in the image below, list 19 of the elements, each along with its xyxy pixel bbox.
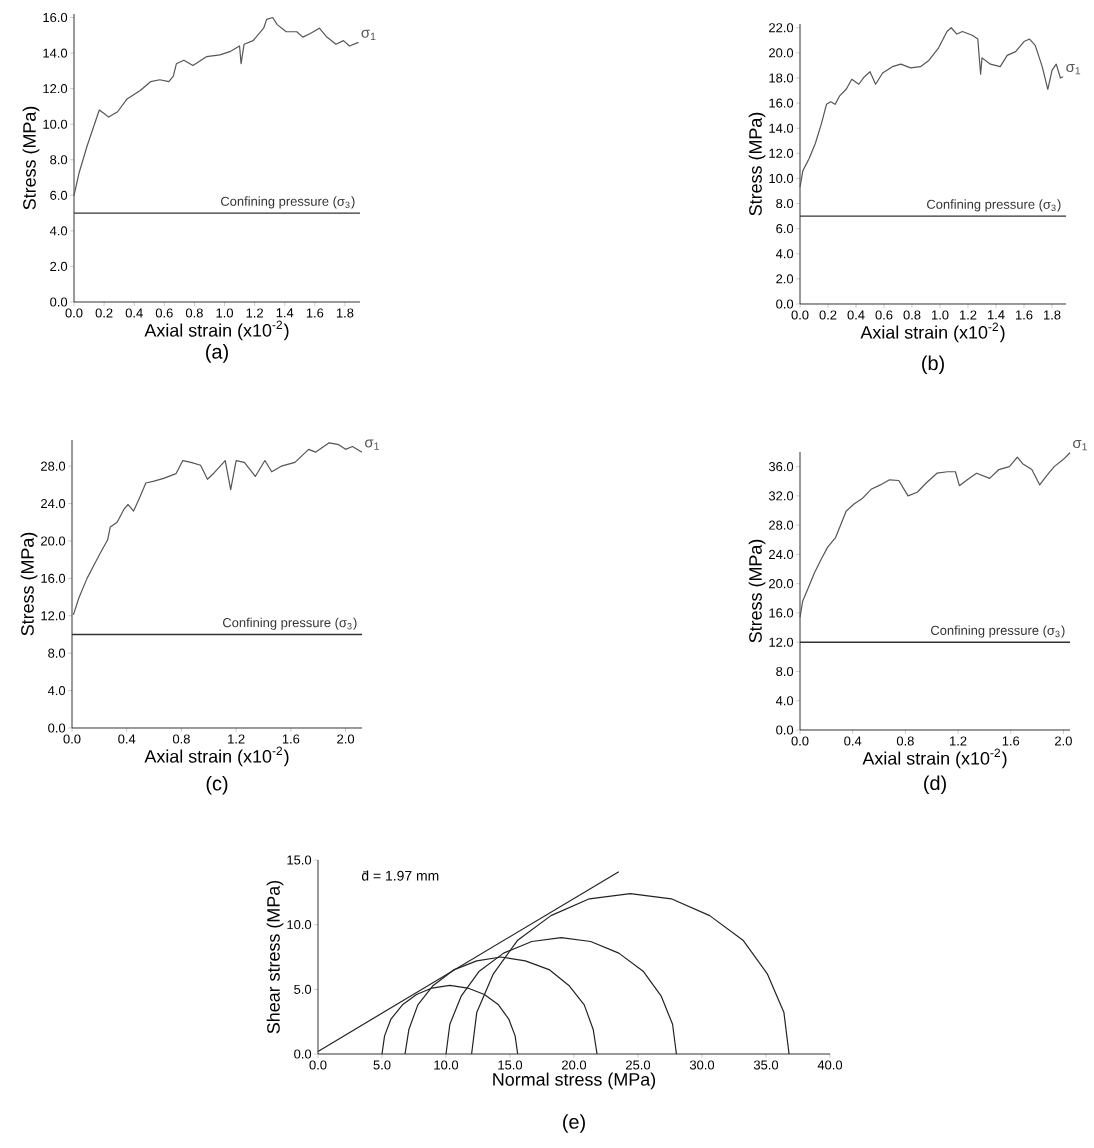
line-series (73, 16, 360, 196)
y-axis-title: Shear stress (MPa) (266, 880, 284, 1034)
x-axis-title: Normal stress (MPa) (493, 1072, 656, 1090)
x-axis-title: Axial strain (x10$^{-2}$) (860, 322, 1005, 343)
text: (c) (206, 775, 228, 795)
line-series (72, 442, 363, 616)
y-axis-title: Stress (MPa) (20, 532, 38, 636)
y-axis-title: Stress (MPa) (748, 112, 766, 216)
text: (a) (206, 344, 228, 363)
line-series (799, 27, 1064, 188)
text: (d) (924, 775, 946, 795)
y-axis-title: Stress (MPa) (22, 106, 40, 210)
x-axis-title: Axial strain (x10$^{-2}$) (144, 320, 289, 341)
line-series (799, 452, 1071, 618)
y-axis-title: Stress (MPa) (748, 539, 766, 643)
x-axis-title: Axial strain (x10$^{-2}$) (862, 748, 1007, 769)
text: (b) (922, 355, 944, 375)
x-axis-title: Axial strain (x10$^{-2}$) (144, 746, 289, 767)
text: (e) (563, 1114, 585, 1133)
